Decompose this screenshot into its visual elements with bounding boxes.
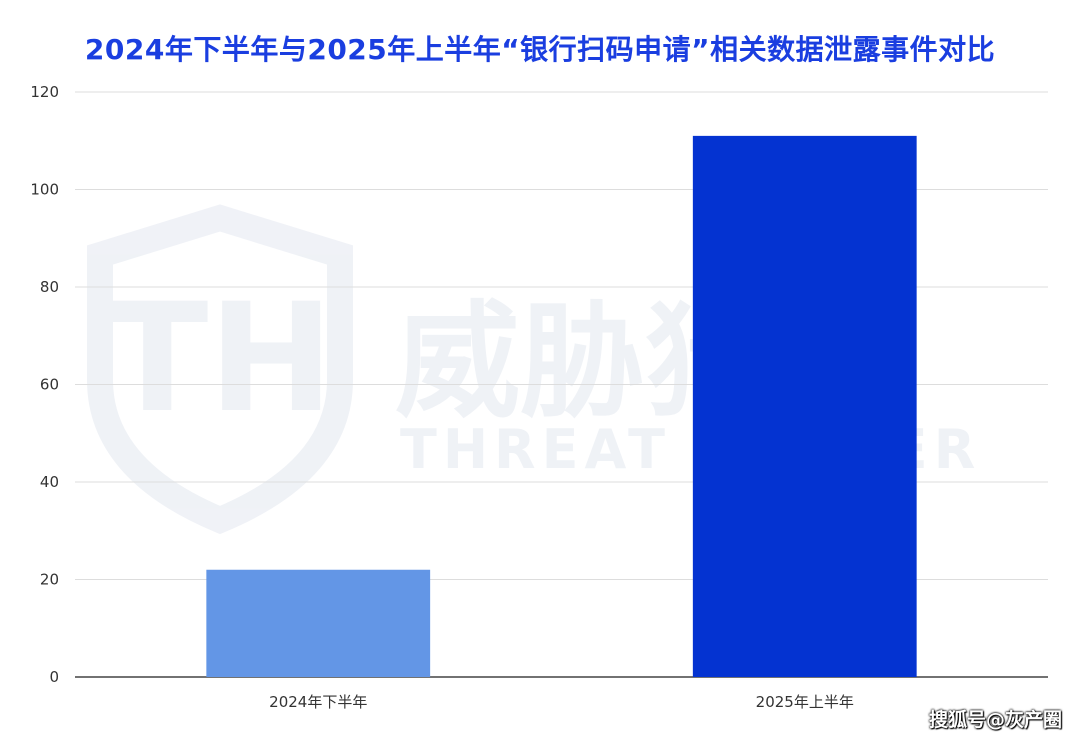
y-tick-label: 60 xyxy=(40,376,59,394)
chart-title: 2024年下半年与2025年上半年“银行扫码申请”相关数据泄露事件对比 xyxy=(84,33,996,66)
y-tick-label: 80 xyxy=(40,278,59,296)
bars xyxy=(206,135,917,677)
y-tick-label: 120 xyxy=(30,83,59,101)
y-tick-label: 40 xyxy=(40,473,59,491)
bar-2 xyxy=(692,135,917,677)
watermark-logo-letters: TH xyxy=(106,272,334,446)
y-tick-label: 100 xyxy=(30,181,59,199)
watermark-shield-icon xyxy=(87,204,353,535)
x-category-label: 2024年下半年 xyxy=(269,693,367,711)
y-axis-ticks: 0 20 40 60 80 100 120 xyxy=(30,83,59,686)
bar-1 xyxy=(206,569,431,677)
y-tick-label: 20 xyxy=(40,571,59,589)
x-category-label: 2025年上半年 xyxy=(756,693,854,711)
y-tick-label: 0 xyxy=(49,668,59,686)
x-axis-labels: 2024年下半年 2025年上半年 xyxy=(269,693,854,711)
source-credit: 搜狐号@灰产圈 xyxy=(928,709,1062,731)
